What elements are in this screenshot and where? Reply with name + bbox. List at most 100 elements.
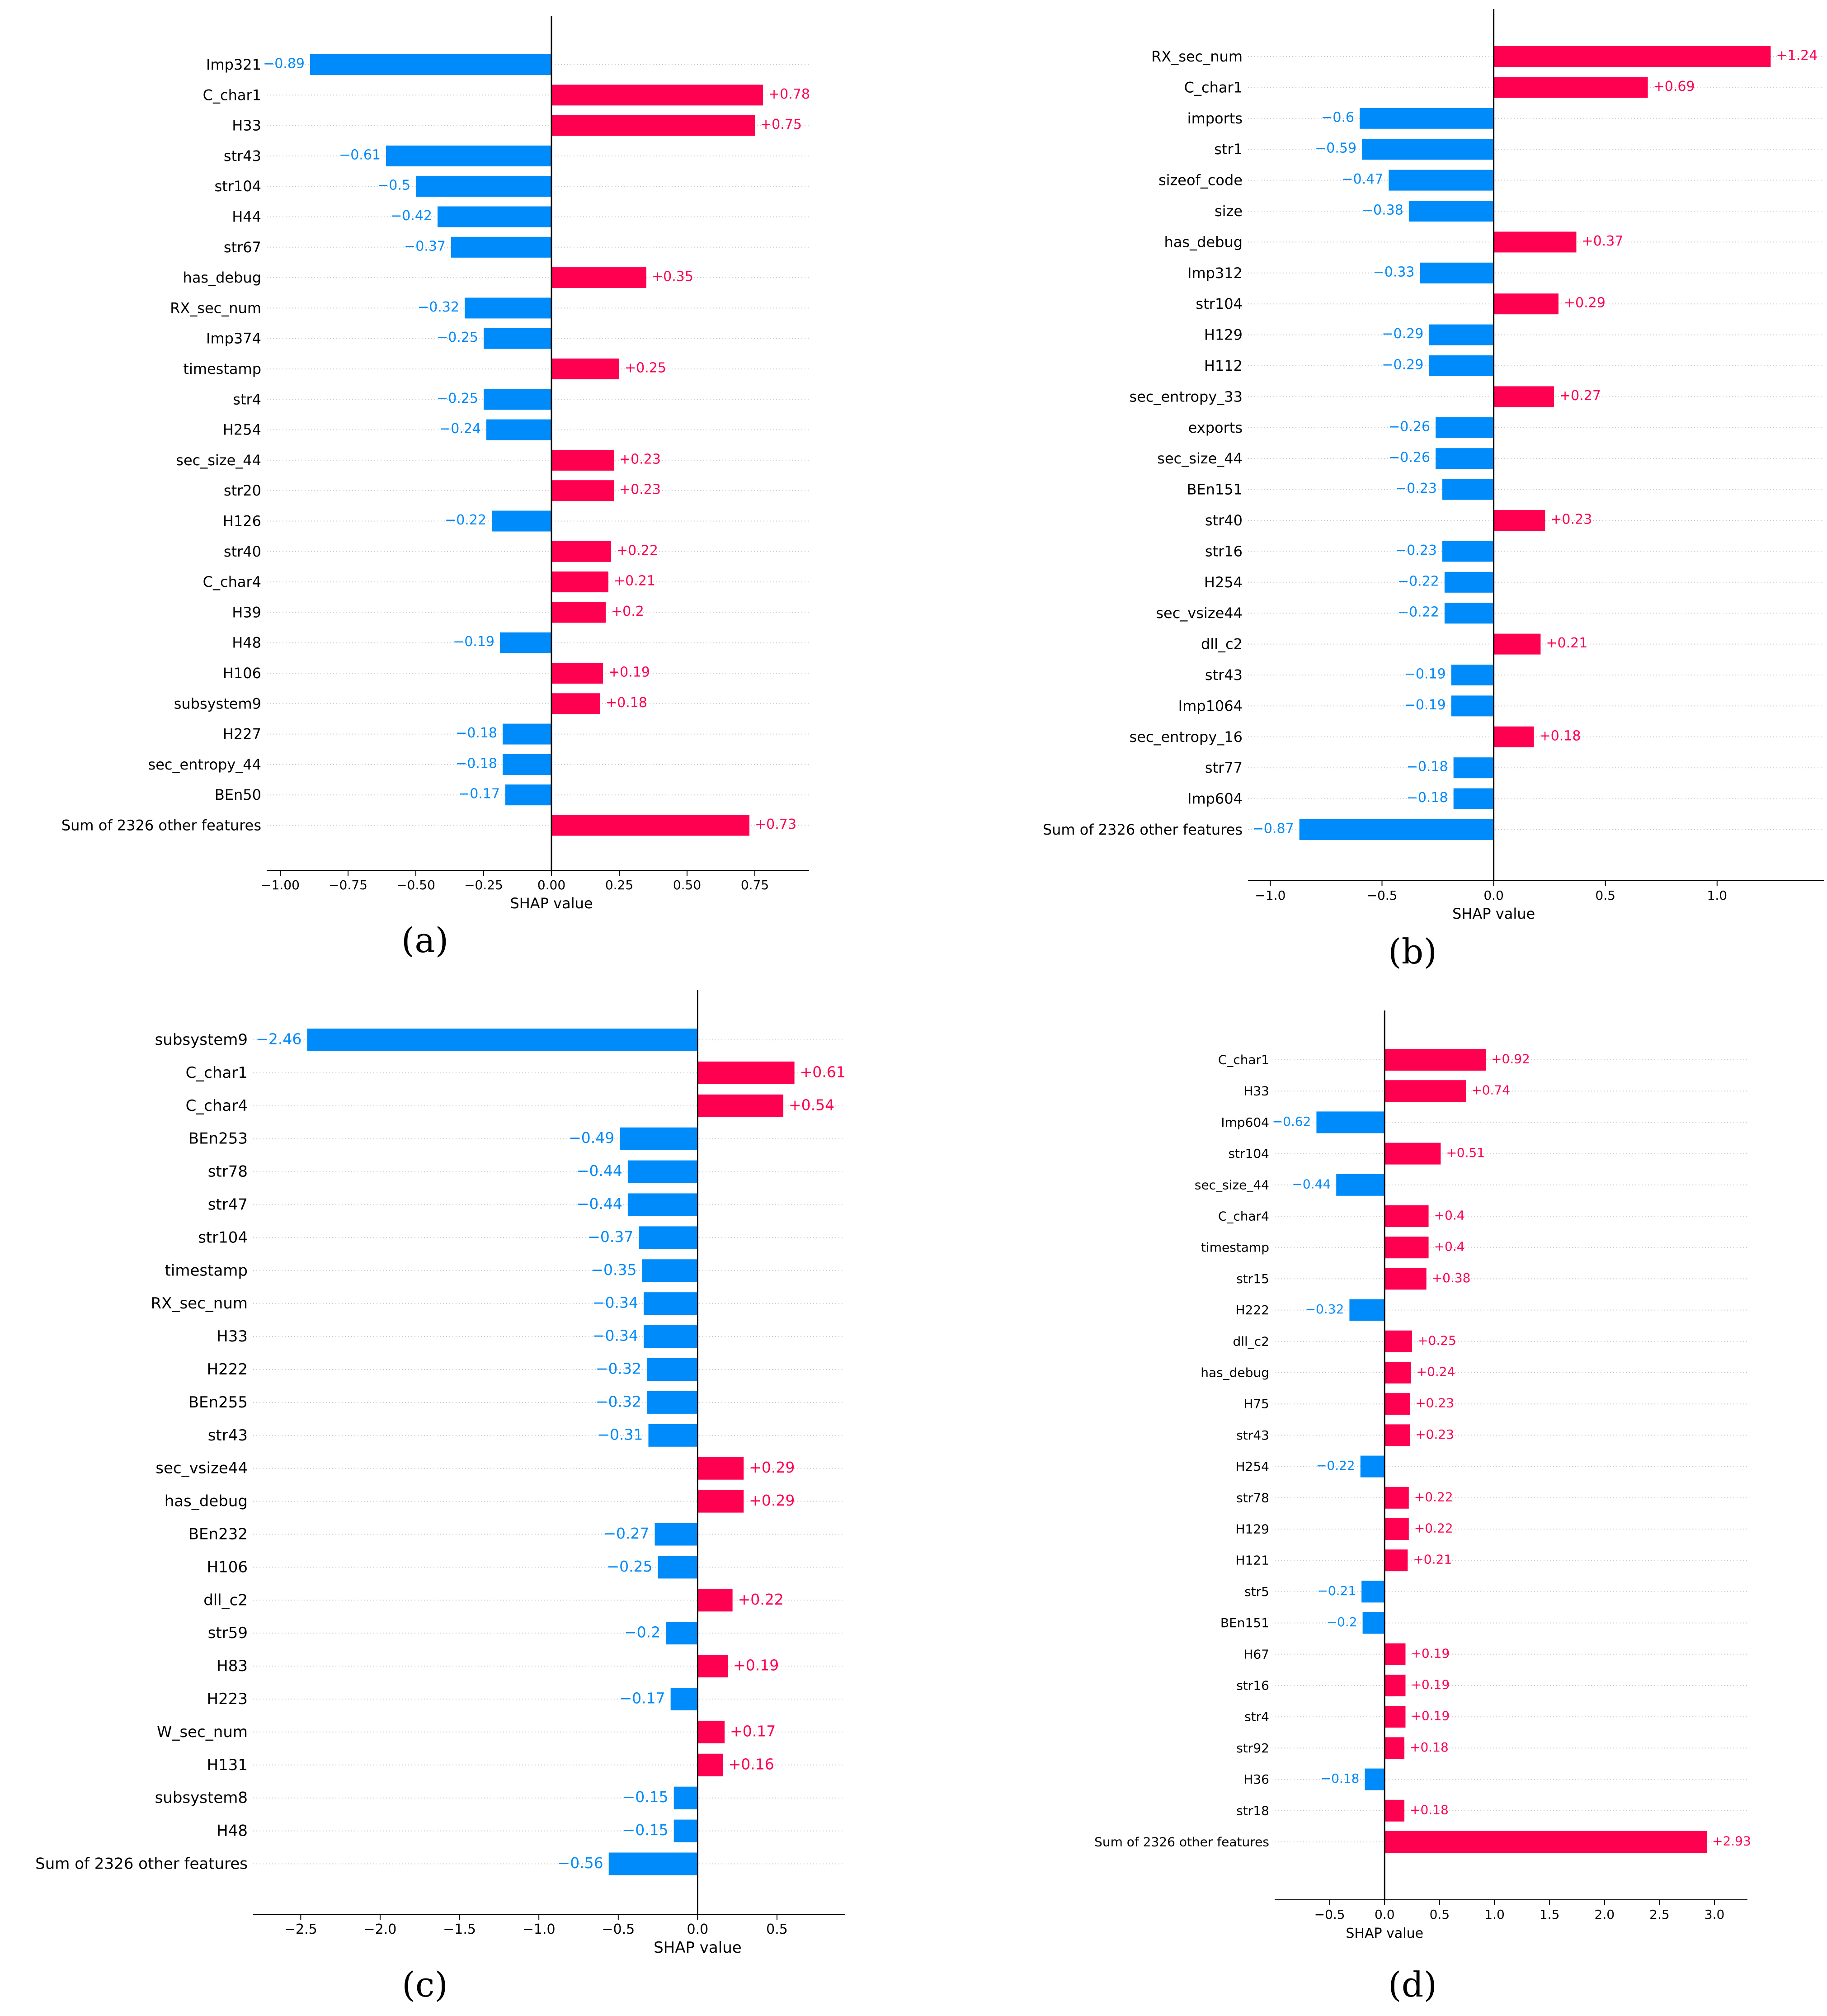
feature-label: sec_size_44 (1195, 1177, 1269, 1192)
bar (697, 1457, 744, 1480)
bar (1453, 788, 1494, 809)
bar (1384, 1143, 1441, 1165)
x-tick-label: 3.0 (1705, 1907, 1725, 1922)
feature-label: has_debug (165, 1492, 248, 1511)
value-label: −0.18 (1407, 790, 1448, 806)
feature-label: H75 (1243, 1397, 1269, 1412)
x-tick-label: −1.5 (443, 1922, 476, 1937)
bar (627, 1160, 698, 1183)
bar (627, 1193, 698, 1216)
value-label: +0.19 (608, 665, 650, 680)
bar (1384, 1424, 1410, 1446)
x-tick-label: −2.0 (364, 1922, 397, 1937)
value-label: −0.21 (1317, 1583, 1356, 1598)
feature-label: sec_size_44 (1157, 450, 1243, 467)
feature-label: has_debug (1201, 1365, 1269, 1380)
value-label: +0.23 (619, 482, 661, 498)
bar (643, 1292, 698, 1315)
feature-label: H223 (207, 1690, 248, 1708)
value-label: +0.29 (749, 1492, 795, 1509)
bar (551, 571, 608, 593)
value-label: −0.31 (597, 1426, 643, 1443)
bar (1493, 46, 1771, 67)
feature-label: H44 (232, 208, 261, 226)
feature-label: Sum of 2326 other features (1094, 1835, 1269, 1850)
value-label: +0.22 (617, 543, 658, 558)
bar (1389, 170, 1494, 191)
feature-label: C_char1 (203, 86, 261, 104)
feature-label: dll_c2 (1201, 636, 1243, 653)
feature-label: str18 (1236, 1803, 1269, 1818)
feature-label: timestamp (1201, 1240, 1269, 1255)
value-label: −0.19 (1404, 666, 1446, 682)
feature-label: Imp1064 (1178, 697, 1243, 714)
bar (1444, 571, 1494, 593)
feature-label: H33 (217, 1327, 248, 1346)
feature-label: C_char1 (1184, 79, 1243, 96)
bar (1444, 603, 1494, 624)
feature-label: str47 (208, 1196, 248, 1214)
bar (1384, 1518, 1409, 1540)
feature-label: Imp321 (206, 56, 261, 73)
feature-label: str5 (1244, 1584, 1269, 1599)
feature-label: C_char1 (1218, 1053, 1269, 1067)
feature-label: C_char4 (1218, 1209, 1269, 1224)
bar (673, 1819, 698, 1842)
value-label: −0.44 (1292, 1176, 1331, 1191)
feature-label: str92 (1236, 1741, 1269, 1756)
value-label: −0.38 (1362, 203, 1403, 218)
bar (1493, 293, 1559, 315)
value-label: +0.16 (729, 1755, 774, 1773)
feature-label: H222 (1236, 1303, 1270, 1317)
bar (1365, 1768, 1385, 1790)
feature-label: H227 (223, 726, 261, 743)
bar (1384, 1393, 1410, 1415)
feature-label: str43 (1236, 1428, 1269, 1443)
bar (1493, 510, 1545, 531)
bar (1384, 1080, 1466, 1102)
bar (438, 206, 551, 227)
value-label: +0.24 (1417, 1364, 1455, 1379)
feature-label: BEn255 (188, 1393, 248, 1412)
feature-label: str104 (198, 1228, 248, 1246)
bar (1493, 726, 1534, 747)
shap-bar-chart-b: RX_sec_num +1.24 C_char1 +0.69 imports −0.6 st… (1043, 9, 1824, 922)
value-label: −0.47 (1342, 171, 1383, 187)
shap-bar-chart-d: C_char1 +0.92 H33 +0.74 Imp604 −0.62 str104 +0.… (1094, 1010, 1751, 1941)
feature-label: size (1215, 203, 1243, 220)
bar (1384, 1330, 1413, 1352)
value-label: +0.18 (1540, 728, 1581, 744)
bar (1408, 201, 1494, 222)
caption-d: (d) (1388, 1964, 1437, 2005)
feature-label: BEn50 (215, 786, 261, 803)
bar (551, 602, 606, 623)
bar (1384, 1831, 1707, 1853)
x-tick-label: −0.25 (464, 878, 503, 892)
value-label: −0.26 (1389, 419, 1430, 434)
x-axis-label: SHAP value (510, 895, 593, 912)
value-label: +0.21 (1546, 635, 1587, 651)
value-label: −0.29 (1382, 326, 1423, 342)
feature-label: H39 (232, 604, 261, 621)
bar (666, 1622, 698, 1645)
bar (1384, 1268, 1427, 1290)
bar (697, 1094, 784, 1117)
feature-label: sec_entropy_44 (148, 756, 261, 773)
feature-label: H48 (217, 1822, 248, 1840)
value-label: −0.62 (1272, 1114, 1311, 1129)
bar (1362, 139, 1494, 160)
value-label: −0.89 (263, 56, 305, 72)
feature-label: Sum of 2326 other features (61, 817, 261, 834)
feature-label: str16 (1236, 1678, 1269, 1693)
value-label: −0.49 (569, 1129, 614, 1147)
bar (1493, 77, 1648, 98)
value-label: −0.37 (404, 238, 446, 254)
value-label: +0.18 (1410, 1740, 1449, 1755)
bar (484, 389, 551, 410)
value-label: −0.44 (577, 1162, 622, 1180)
value-label: +0.69 (1653, 79, 1695, 94)
bar (620, 1127, 698, 1150)
bar (551, 115, 755, 136)
feature-label: str104 (215, 178, 261, 195)
bar (1451, 695, 1494, 717)
